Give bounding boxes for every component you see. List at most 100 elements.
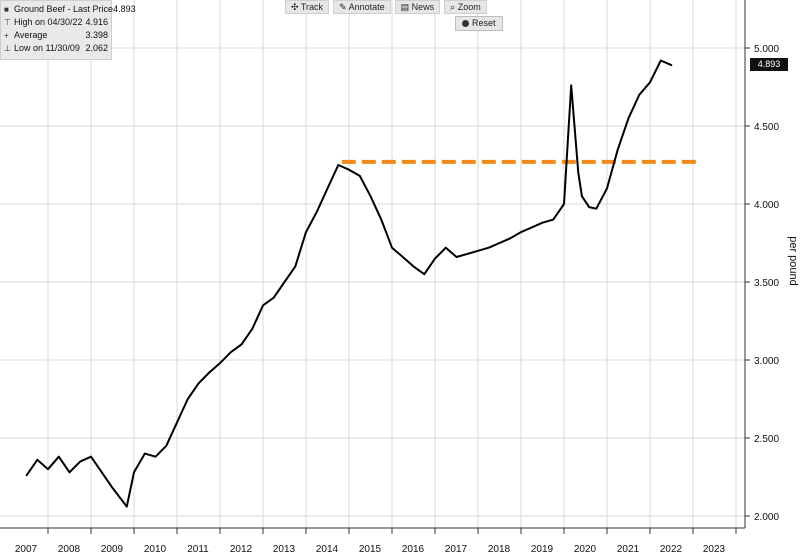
legend-low-label: Low on 11/30/09 (14, 43, 80, 53)
x-tick-label: 2019 (531, 544, 554, 555)
data-point (326, 187, 329, 190)
x-tick-label: 2023 (703, 544, 726, 555)
square-series-icon: ■ (4, 5, 9, 14)
magnifier-icon: ⌕ (450, 2, 458, 12)
data-point (369, 195, 372, 197)
data-point (401, 256, 404, 258)
x-tick-label: 2010 (144, 544, 167, 555)
data-point (186, 398, 189, 400)
reset-icon (462, 20, 469, 27)
y-tick-label: 4.000 (754, 200, 779, 211)
data-point (530, 226, 533, 229)
reset-label: Reset (472, 18, 496, 28)
x-tick-label: 2008 (58, 544, 81, 555)
data-point (563, 203, 565, 205)
data-point (477, 250, 479, 252)
low-marker-icon: ⊥ (4, 44, 11, 53)
data-point (240, 343, 243, 346)
y-tick-label: 2.500 (754, 434, 779, 445)
annotate-label: Annotate (348, 2, 385, 12)
high-marker-icon: ⊤ (4, 18, 11, 27)
track-label: Track (300, 2, 324, 12)
data-point (616, 148, 619, 151)
data-point (541, 221, 544, 224)
x-tick-label: 2021 (617, 544, 640, 555)
data-point (36, 459, 39, 461)
y-tick-label: 5.000 (754, 44, 779, 55)
data-point (606, 187, 608, 190)
x-tick-label: 2009 (101, 544, 124, 555)
news-label: News (411, 2, 435, 12)
data-point (570, 84, 572, 87)
x-tick-label: 2015 (359, 544, 382, 555)
data-point (229, 351, 232, 354)
x-tick-label: 2011 (187, 544, 209, 555)
track-button[interactable]: ✣ Track (285, 0, 330, 14)
data-point (627, 117, 630, 119)
reset-button[interactable]: Reset (455, 16, 503, 31)
data-point (294, 265, 297, 268)
data-point (455, 256, 458, 258)
y-axis-label: per pound (786, 236, 799, 286)
x-tick-label: 2022 (660, 544, 683, 555)
data-point (154, 455, 157, 458)
data-point (262, 304, 264, 307)
legend-avg-label: Average (14, 30, 48, 40)
data-point (57, 455, 60, 458)
data-point (380, 218, 383, 221)
x-tick-label: 2007 (15, 544, 38, 555)
data-point (520, 231, 522, 233)
legend-high-label: High on 04/30/22 (14, 17, 83, 27)
y-tick-label: 3.500 (754, 278, 779, 289)
average-marker-icon: + (4, 31, 9, 40)
data-point (143, 452, 146, 455)
data-point (595, 207, 598, 210)
data-point (79, 460, 82, 463)
data-point (272, 296, 275, 299)
y-tick-label: 2.000 (754, 512, 779, 523)
data-point (219, 362, 221, 364)
last-value-tag: 4.893 (750, 58, 788, 71)
y-tick-label: 3.000 (754, 356, 779, 367)
data-point (670, 64, 673, 66)
data-point (466, 253, 469, 255)
data-point (111, 487, 114, 489)
data-point (68, 471, 71, 474)
legend-series-label: Ground Beef - Last Price (14, 4, 114, 14)
data-point (47, 468, 49, 471)
data-point (487, 246, 490, 249)
data-point (208, 371, 211, 374)
data-point (638, 94, 641, 96)
zoom-label: Zoom (457, 2, 481, 12)
data-point (176, 421, 178, 424)
y-tick-label: 4.500 (754, 122, 779, 133)
data-point (126, 505, 128, 508)
data-point (348, 168, 350, 171)
annotate-button[interactable]: ✎ Annotate (333, 0, 391, 14)
data-point (337, 164, 340, 166)
x-tick-label: 2014 (316, 544, 339, 555)
data-point (498, 242, 501, 244)
x-tick-label: 2017 (445, 544, 468, 555)
x-tick-label: 2016 (402, 544, 425, 555)
news-button[interactable]: ▤ News (394, 0, 441, 14)
zoom-button[interactable]: ⌕ Zoom (444, 0, 487, 14)
data-point (581, 195, 583, 197)
legend-avg-value: 3.398 (85, 30, 108, 40)
news-icon: ▤ (400, 2, 412, 12)
x-tick-label: 2012 (230, 544, 253, 555)
data-point (423, 273, 426, 276)
data-point (25, 474, 28, 477)
data-point (305, 231, 307, 233)
data-point (315, 211, 318, 213)
data-point (391, 246, 393, 249)
chart-legend: ■ Ground Beef - Last Price 4.893 ⊤ High on… (0, 0, 136, 60)
data-point (358, 175, 361, 177)
data-point (444, 246, 447, 249)
data-point (283, 281, 286, 283)
data-point (577, 172, 580, 174)
data-point (434, 257, 436, 260)
data-point (251, 328, 254, 330)
data-point (133, 471, 135, 474)
